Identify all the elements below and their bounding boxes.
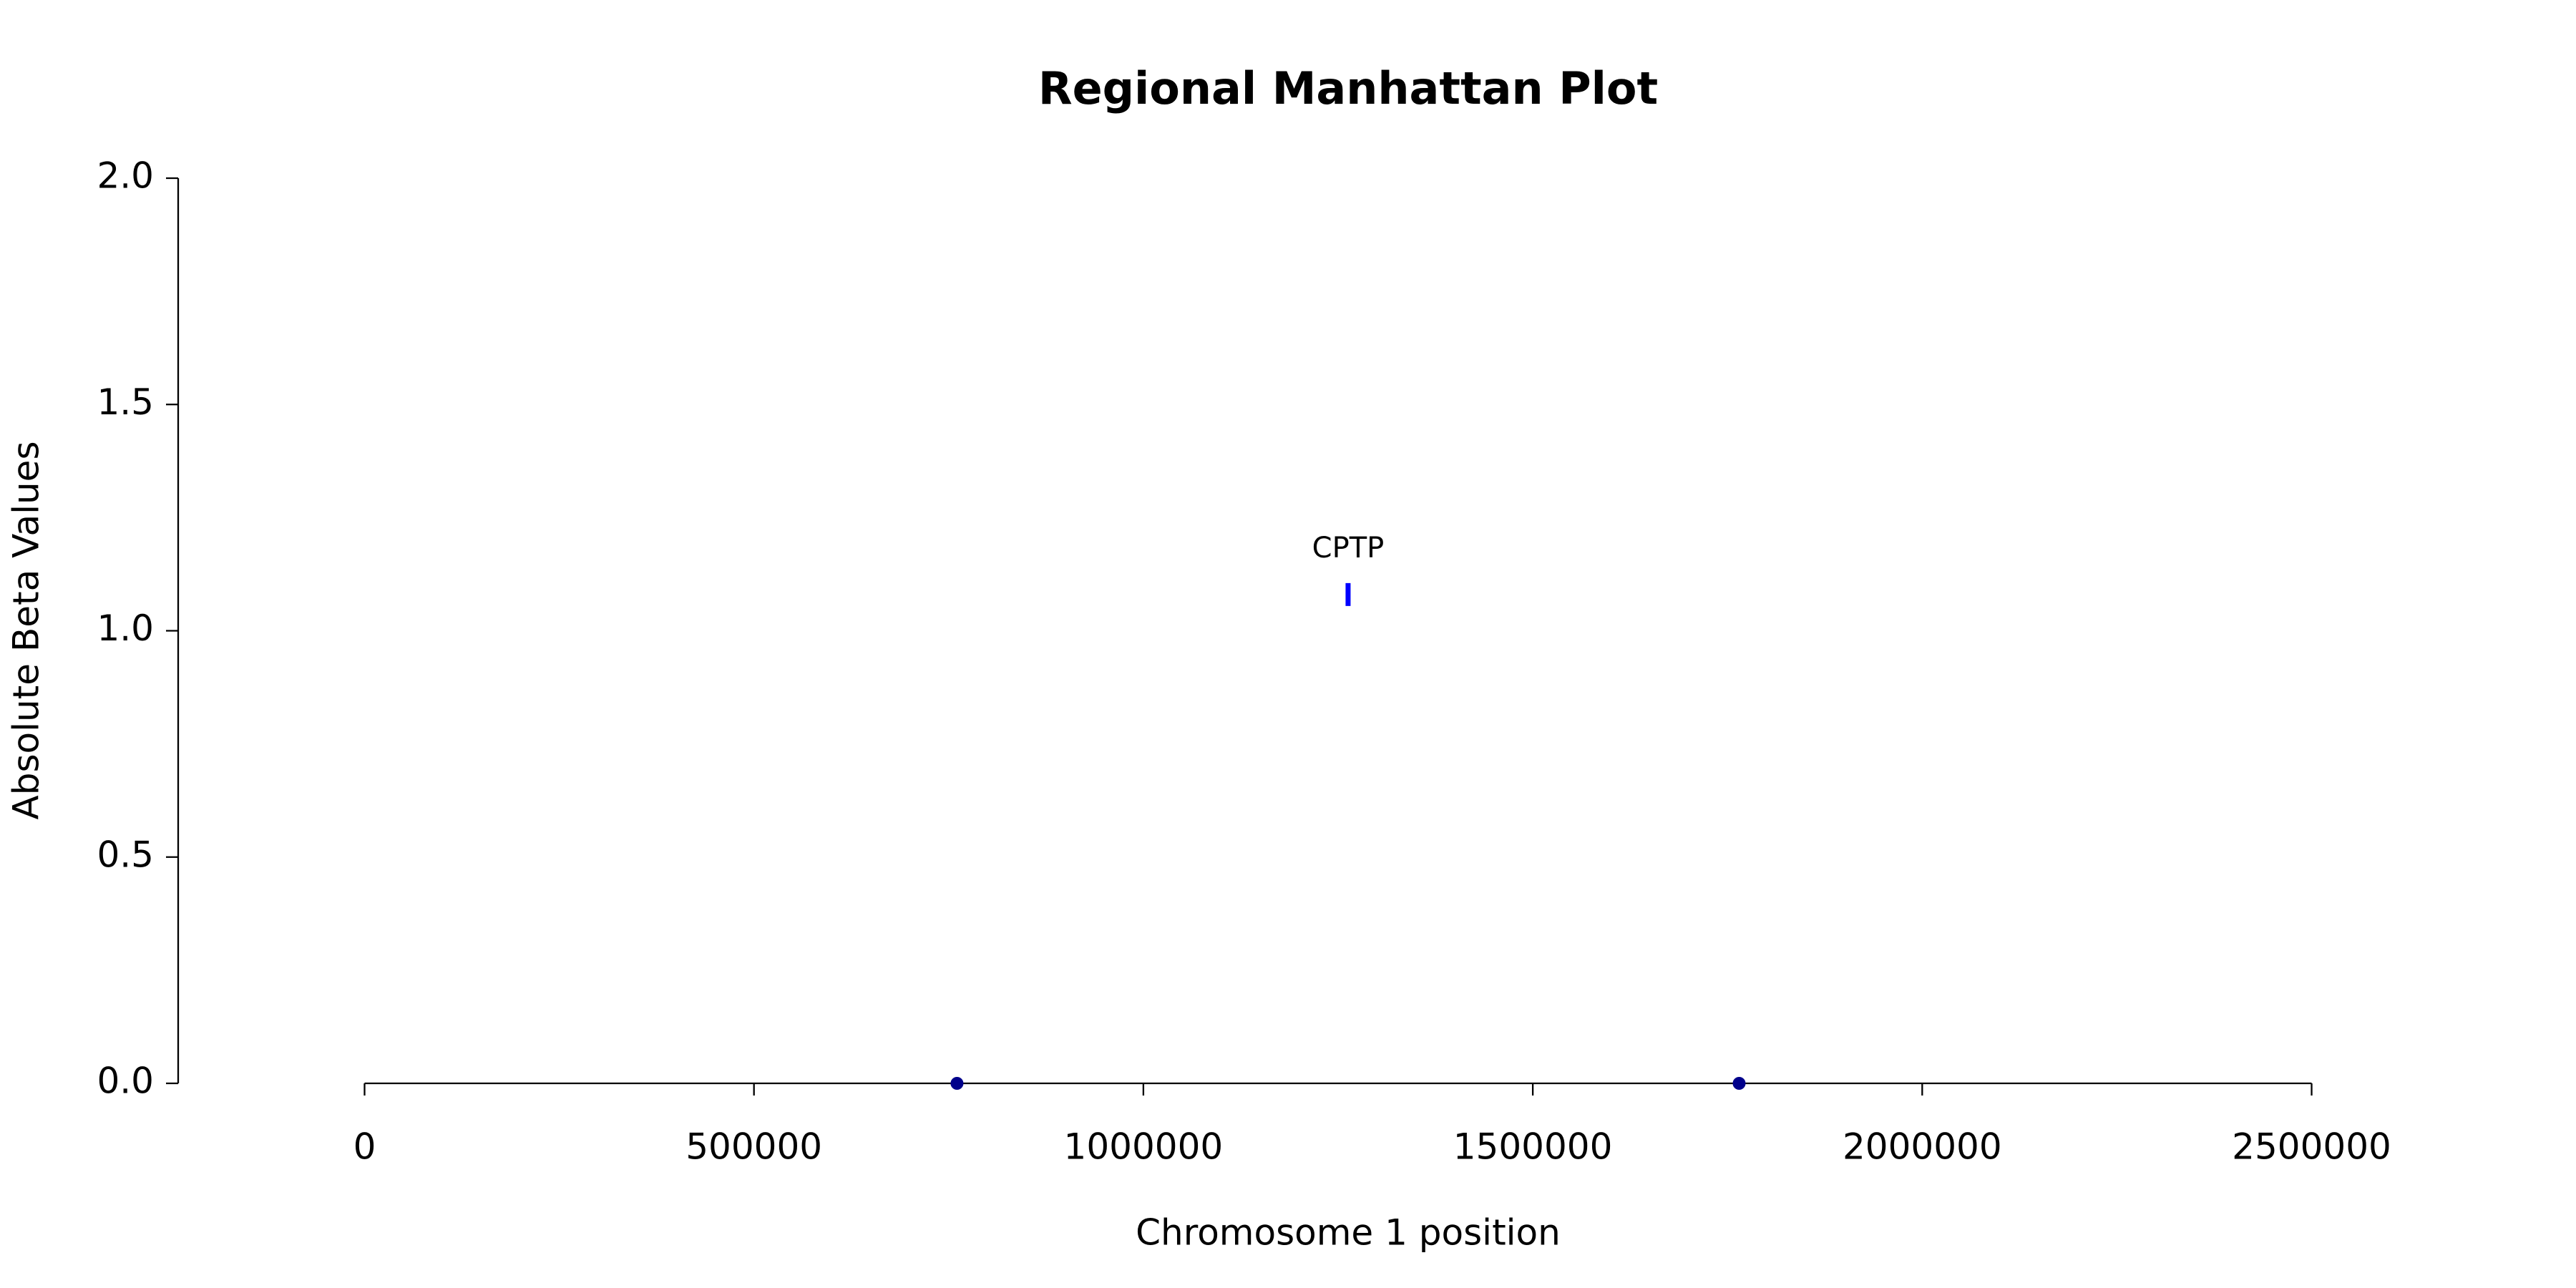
x-tick-label: 1500000 — [1453, 1126, 1613, 1168]
chart-title: Regional Manhattan Plot — [1038, 62, 1658, 114]
y-tick-label: 1.0 — [97, 608, 154, 649]
x-axis-label: Chromosome 1 position — [1136, 1212, 1561, 1254]
y-tick-label: 0.0 — [97, 1060, 154, 1102]
y-tick-label: 2.0 — [97, 155, 154, 197]
x-tick-label: 2500000 — [2232, 1126, 2391, 1168]
point — [1732, 1077, 1746, 1090]
y-tick-label: 1.5 — [97, 381, 154, 423]
y-tick-label: 0.5 — [97, 834, 154, 875]
y-axis-label: Absolute Beta Values — [6, 441, 47, 820]
x-tick-label: 500000 — [686, 1126, 822, 1168]
x-tick-label: 2000000 — [1843, 1126, 2002, 1168]
x-tick-label: 1000000 — [1064, 1126, 1224, 1168]
x-tick-label: 0 — [353, 1126, 376, 1168]
point — [950, 1077, 964, 1090]
point-label: CPTP — [1312, 532, 1385, 565]
